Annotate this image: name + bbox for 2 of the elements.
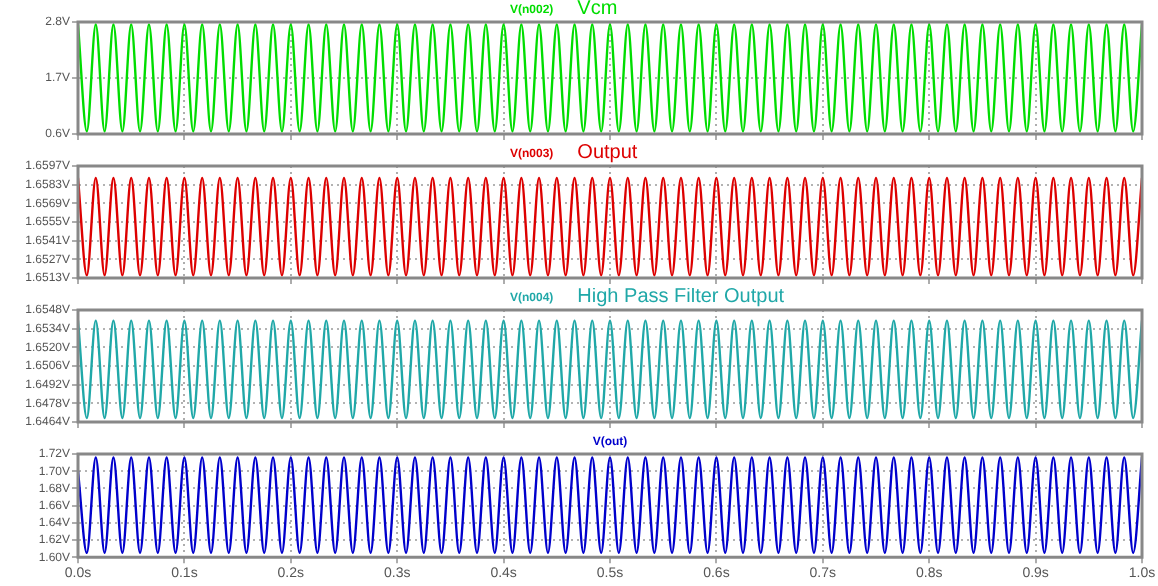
chart-title: Output [577,141,638,164]
chart-title: Vcm [577,0,618,20]
